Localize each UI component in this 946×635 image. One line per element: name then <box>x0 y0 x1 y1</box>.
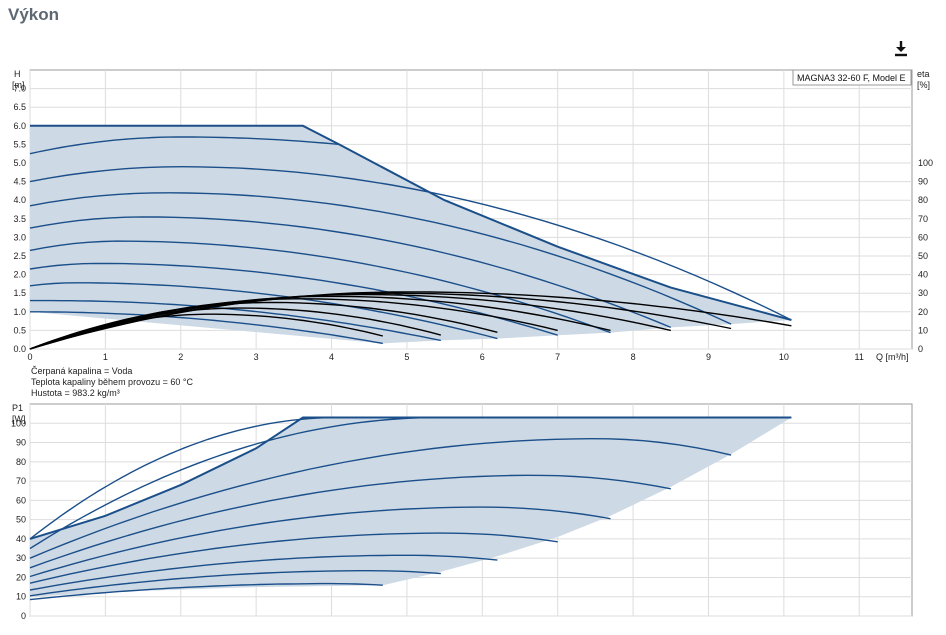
y-tick-label: 6.0 <box>13 121 26 131</box>
y-tick-label: 20 <box>16 572 26 582</box>
y-tick-label: 80 <box>16 457 26 467</box>
y-tick-label: 5.5 <box>13 139 26 149</box>
y2-tick-label: 70 <box>918 214 928 224</box>
power-curve-4 <box>29 532 558 584</box>
y2-axis-unit: [%] <box>917 80 930 90</box>
y-tick-label: 2.0 <box>13 270 26 280</box>
efficiency-curve-8 <box>29 291 792 350</box>
y-tick-label: 0.0 <box>13 344 26 354</box>
y2-tick-label: 30 <box>918 288 928 298</box>
y-tick-label: 60 <box>16 495 26 505</box>
efficiency-curve-4 <box>29 298 558 350</box>
y-tick-label: 7.0 <box>13 84 26 94</box>
power-chart: 0 10 20 30 40 50 60 70 80 90 100 P1[W] <box>11 403 913 621</box>
head-curve-2 <box>30 299 441 342</box>
head-curve-6 <box>29 216 672 329</box>
y-tick-label: 30 <box>16 553 26 563</box>
head-curve-5 <box>29 240 611 334</box>
x-tick-label: 1 <box>103 352 108 362</box>
y-tick-label: 40 <box>16 534 26 544</box>
y-tick-label: 70 <box>16 476 26 486</box>
y2-tick-label: 0 <box>918 344 923 354</box>
y-tick-label: 6.5 <box>13 102 26 112</box>
power-curve-8 <box>29 416 441 550</box>
x-tick-label: 9 <box>706 352 711 362</box>
download-icon <box>895 41 907 57</box>
x-axis-label: Q [m³/h] <box>876 352 909 362</box>
power-curve-5 <box>29 506 611 578</box>
y2-tick-label: 40 <box>918 270 928 280</box>
y-tick-label: 4.5 <box>13 177 26 187</box>
y-tick-label: 0 <box>21 611 26 621</box>
y-tick-label: 50 <box>16 515 26 525</box>
power-curve-1 <box>29 582 383 601</box>
y2-tick-label: 100 <box>918 158 933 168</box>
y-tick-label: 90 <box>16 438 26 448</box>
operating-envelope <box>30 417 792 597</box>
x-tick-label: 5 <box>404 352 409 362</box>
y-tick-label: 1.0 <box>13 307 26 317</box>
x-tick-label: 0 <box>27 352 32 362</box>
x-tick-label: 11 <box>855 352 864 362</box>
x-tick-label: 7 <box>555 352 560 362</box>
fluid-note-3: Hustota = 983.2 kg/m³ <box>31 388 120 398</box>
y2-tick-label: 20 <box>918 307 928 317</box>
legend-box <box>792 69 912 86</box>
power-curve-2 <box>29 570 441 597</box>
fluid-note-2: Teplota kapaliny během provozu = 60 °C <box>31 377 193 387</box>
y-axis-name: H <box>14 69 21 79</box>
y2-tick-label: 60 <box>918 232 928 242</box>
y-axis-unit: [m] <box>12 80 25 90</box>
max-curve <box>30 124 792 321</box>
page-title: Výkon <box>8 5 60 24</box>
y2-tick-label: 90 <box>918 177 928 187</box>
max-power-curve <box>29 416 792 540</box>
head-chart: 0 1 2 3 4 5 6 7 8 9 10 11 0.0 0.5 1.0 1.5 2.0 2.5 3.0 3.5 4.… <box>12 69 933 398</box>
y2-tick-label: 50 <box>918 251 928 261</box>
fluid-note-1: Čerpaná kapalina = Voda <box>31 366 132 376</box>
x-tick-label: 4 <box>329 352 334 362</box>
head-curve-9 <box>29 136 340 155</box>
y-tick-label: 4.0 <box>13 195 26 205</box>
head-curve-4 <box>29 262 558 336</box>
y-tick-label: 3.0 <box>13 232 26 242</box>
power-curve-6 <box>29 474 671 569</box>
y-tick-label: 3.5 <box>13 214 26 224</box>
x-tick-label: 3 <box>254 352 259 362</box>
y-tick-label: 1.5 <box>13 288 26 298</box>
x-tick-label: 6 <box>480 352 485 362</box>
y2-tick-label: 10 <box>918 325 928 335</box>
head-curve-3 <box>29 282 498 340</box>
y-axis-unit: [W] <box>12 414 26 424</box>
y-tick-label: 0.5 <box>13 325 26 335</box>
head-curve-7 <box>29 192 732 325</box>
x-tick-label: 8 <box>631 352 636 362</box>
y-tick-label: 5.0 <box>13 158 26 168</box>
y-tick-label: 10 <box>16 592 26 602</box>
x-tick-label: 10 <box>779 352 789 362</box>
power-curve-7 <box>29 437 732 559</box>
y-tick-label: 2.5 <box>13 251 26 261</box>
y2-tick-label: 80 <box>918 195 928 205</box>
head-curve-8 <box>29 165 792 321</box>
y2-axis-name: eta <box>917 69 930 79</box>
y-axis-name: P1 <box>12 403 23 413</box>
head-curve-1 <box>30 311 383 345</box>
power-curve-9 <box>29 416 340 540</box>
y-tick-label: 100 <box>11 418 26 428</box>
efficiency-curve-5 <box>29 295 611 350</box>
power-curve-3 <box>29 554 498 591</box>
download-button[interactable] <box>891 38 911 58</box>
x-tick-label: 2 <box>178 352 183 362</box>
legend-label: MAGNA3 32-60 F, Model E <box>797 73 906 83</box>
